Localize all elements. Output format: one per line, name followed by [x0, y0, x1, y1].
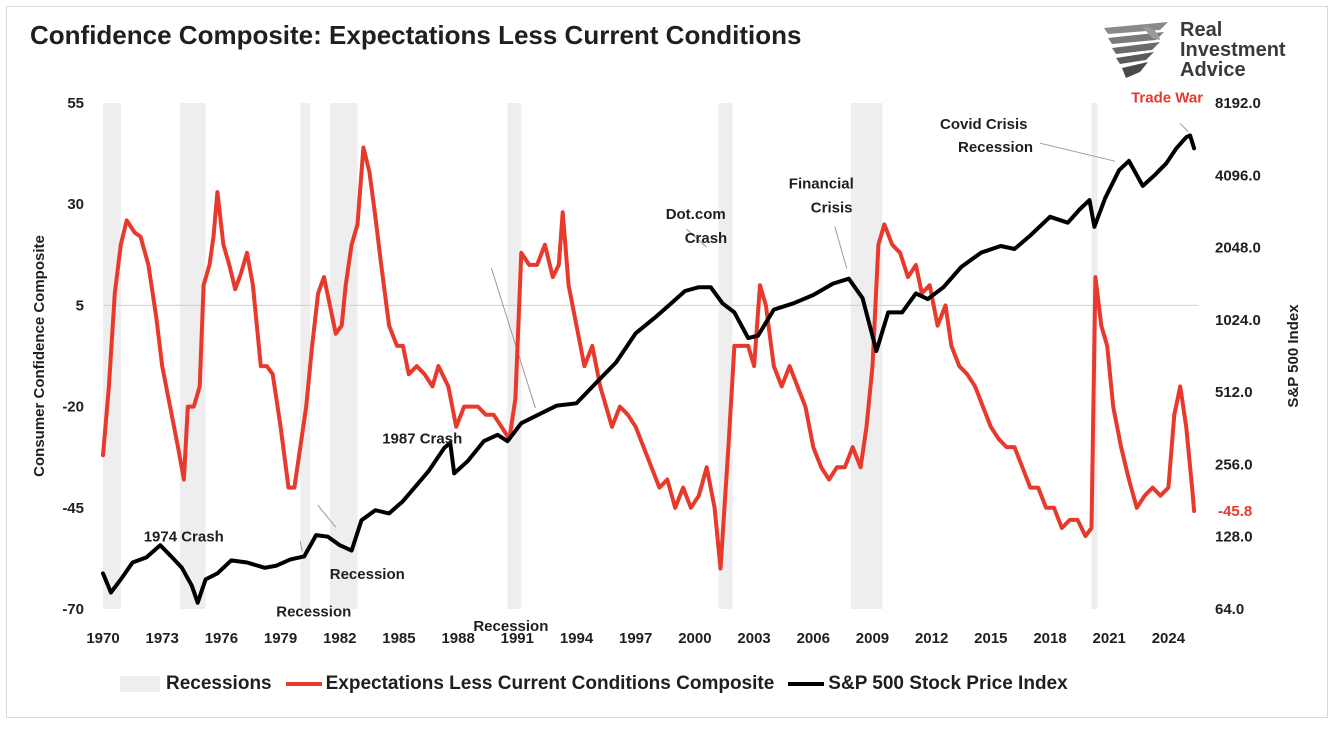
x-tick-label: 1973	[146, 630, 179, 647]
x-tick-label: 1997	[619, 630, 652, 647]
x-tick-label: 1970	[86, 630, 119, 647]
recession-band-2	[300, 103, 311, 609]
annotation-label: -45.8	[1218, 503, 1252, 520]
annotation-leader-line	[490, 267, 536, 409]
annotation-label: Recession	[330, 566, 405, 583]
recession-band-4	[507, 103, 522, 609]
annotation-leader-lines	[299, 123, 1189, 552]
y-left-tick-label: -45	[62, 500, 84, 517]
annotation-leader-line	[299, 541, 303, 552]
y-left-tick-label: 55	[67, 95, 84, 112]
x-tick-label: 2018	[1033, 630, 1066, 647]
legend-swatch	[120, 676, 160, 692]
legend-label: Recessions	[166, 673, 272, 694]
legend: Recessions Expectations Less Current Cond…	[120, 672, 1082, 696]
x-tick-label: 2015	[974, 630, 1007, 647]
y-right-tick-label: 8192.0	[1215, 95, 1261, 112]
x-tick-label: 2000	[678, 630, 711, 647]
annotation-label: 1974 Crash	[144, 529, 224, 546]
x-tick-label: 1982	[323, 630, 356, 647]
y-right-tick-label: 256.0	[1215, 456, 1253, 473]
y-right-tick-label: 4096.0	[1215, 167, 1261, 184]
recession-band-3	[329, 103, 358, 609]
legend-label: S&P 500 Stock Price Index	[828, 673, 1068, 694]
y-left-tick-label: 30	[67, 196, 84, 213]
right-axis-ticks: 8192.0 4096.0 2048.0 1024.0 512.0 256.0 128.0 6…	[1215, 95, 1261, 618]
y-right-tick-label: 128.0	[1215, 529, 1253, 546]
annotation-label: 1987 Crash	[382, 430, 462, 447]
annotation-label: Crash	[685, 230, 728, 247]
x-tick-label: 1988	[441, 630, 474, 647]
x-tick-label: 2009	[856, 630, 889, 647]
legend-item: Recessions	[120, 673, 272, 695]
x-tick-label: 1991	[501, 630, 534, 647]
legend-swatch	[788, 682, 825, 686]
x-tick-label: 2012	[915, 630, 948, 647]
logo-text: Real Investment Advice	[1180, 20, 1286, 80]
series-lines	[101, 133, 1197, 605]
series-line-confidence-composite	[101, 145, 1197, 571]
y-right-tick-label: 64.0	[1215, 601, 1244, 618]
left-axis-ticks: 55 30 5 -20 -45 -70	[62, 95, 84, 618]
x-tick-label: 2024	[1152, 630, 1186, 647]
chart-title: Confidence Composite: Expectations Less …	[30, 20, 802, 50]
recession-band-5	[718, 103, 733, 609]
annotation-label: Covid Crisis	[940, 116, 1028, 133]
y-left-tick-label: -70	[62, 601, 84, 618]
x-tick-label: 1976	[205, 630, 238, 647]
y-right-tick-label: 1024.0	[1215, 312, 1261, 329]
annotation-leader-line	[317, 504, 337, 528]
annotation-label: Trade War	[1131, 89, 1203, 106]
y-right-tick-label: 2048.0	[1215, 240, 1261, 257]
logo: Real Investment Advice	[1098, 18, 1308, 84]
annotation-leader-line	[1179, 123, 1189, 132]
annotation-leader-line	[834, 226, 848, 269]
legend-label: Expectations Less Current Conditions Com…	[325, 673, 775, 694]
x-tick-label: 1985	[382, 630, 415, 647]
y-right-tick-label: 512.0	[1215, 384, 1253, 401]
legend-item: Expectations Less Current Conditions Com…	[285, 673, 775, 695]
logo-line-1: Real	[1180, 19, 1223, 41]
legend-item: S&P 500 Stock Price Index	[788, 673, 1068, 695]
recession-band-6	[850, 103, 883, 609]
annotation-label: Recession	[473, 618, 548, 635]
legend-swatch	[285, 682, 322, 686]
annotation-label: Dot.com	[666, 206, 726, 223]
annotation-label: Financial	[789, 176, 854, 193]
logo-line-3: Advice	[1180, 59, 1246, 81]
y-left-tick-label: -20	[62, 399, 84, 416]
annotations: 1974 Crash 1987 Crash Recession Recession Re…	[144, 89, 1253, 634]
recession-bands	[103, 103, 1098, 609]
annotation-label: Recession	[276, 603, 351, 620]
series-line-sp500	[101, 133, 1197, 605]
x-tick-label: 1994	[560, 630, 594, 647]
x-tick-label: 2006	[797, 630, 830, 647]
x-tick-label: 2003	[737, 630, 770, 647]
logo-line-2: Investment	[1180, 39, 1286, 61]
y-left-tick-label: 5	[76, 297, 84, 314]
annotation-leader-line	[1039, 142, 1116, 162]
y-axis-left-label: Consumer Confidence Composite	[31, 235, 48, 477]
y-axis-right-label: S&P 500 Index	[1285, 304, 1302, 408]
x-axis-ticks: 1970 1973 1976 1979 1982 1985 1988 1991 1994 1997…	[86, 630, 1185, 647]
annotation-label: Recession	[958, 139, 1033, 156]
x-tick-label: 1979	[264, 630, 297, 647]
x-tick-label: 2021	[1093, 630, 1126, 647]
eagle-logo-icon	[1104, 22, 1168, 78]
annotation-leader-line	[686, 228, 708, 248]
annotation-label: Crisis	[811, 200, 853, 217]
